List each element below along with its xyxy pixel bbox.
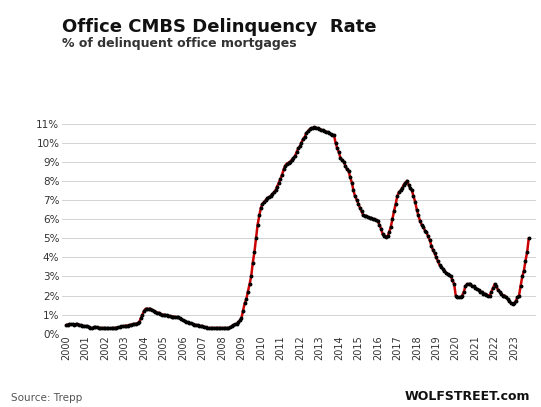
Text: % of delinquent office mortgages: % of delinquent office mortgages <box>62 37 297 50</box>
Text: Office CMBS Delinquency  Rate: Office CMBS Delinquency Rate <box>62 18 377 36</box>
Text: WOLFSTREET.com: WOLFSTREET.com <box>405 390 530 403</box>
Text: Source: Trepp: Source: Trepp <box>11 393 82 403</box>
